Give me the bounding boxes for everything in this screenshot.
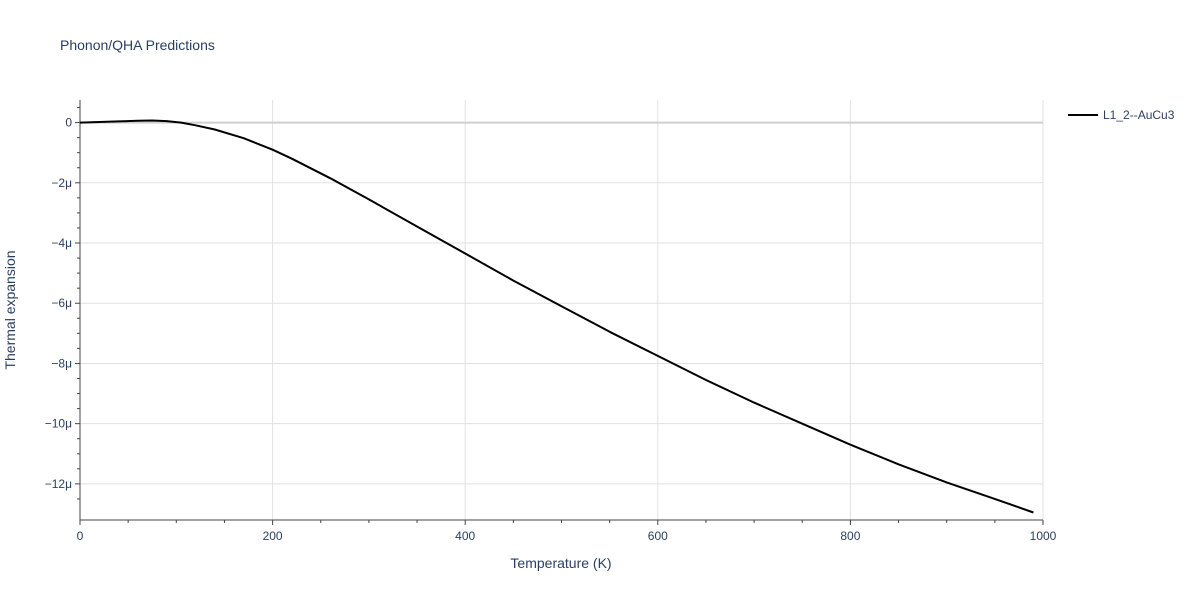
- y-tick-label: −10μ: [45, 417, 72, 431]
- grid-lines: [80, 100, 1044, 520]
- y-tick-label: −2μ: [51, 176, 72, 190]
- x-tick-label: 600: [648, 529, 668, 543]
- y-tick-label: 0: [65, 116, 72, 130]
- x-tick-label: 400: [455, 529, 475, 543]
- x-tick-label: 200: [263, 529, 283, 543]
- x-tick-label: 0: [77, 529, 84, 543]
- y-tick-label: −6μ: [51, 296, 72, 310]
- series-line[interactable]: [79, 119, 1034, 514]
- y-tick-label: −8μ: [51, 356, 72, 370]
- legend[interactable]: L1_2--AuCu3: [1068, 108, 1175, 122]
- legend-item-label[interactable]: L1_2--AuCu3: [1103, 108, 1175, 122]
- y-tick-label: −4μ: [51, 236, 72, 250]
- chart-title: Phonon/QHA Predictions: [60, 37, 215, 53]
- x-axis-label: Temperature (K): [510, 555, 611, 571]
- x-tick-label: 800: [840, 529, 860, 543]
- x-tick-label: 1000: [1030, 529, 1057, 543]
- y-tick-label: −12μ: [45, 477, 72, 491]
- series-layer: [79, 119, 1034, 514]
- axes: 0 200 400 600 800 1000 0 −2μ −4μ −6μ −8μ −10μ −12μ: [45, 100, 1057, 543]
- y-axis-label: Thermal expansion: [2, 250, 18, 369]
